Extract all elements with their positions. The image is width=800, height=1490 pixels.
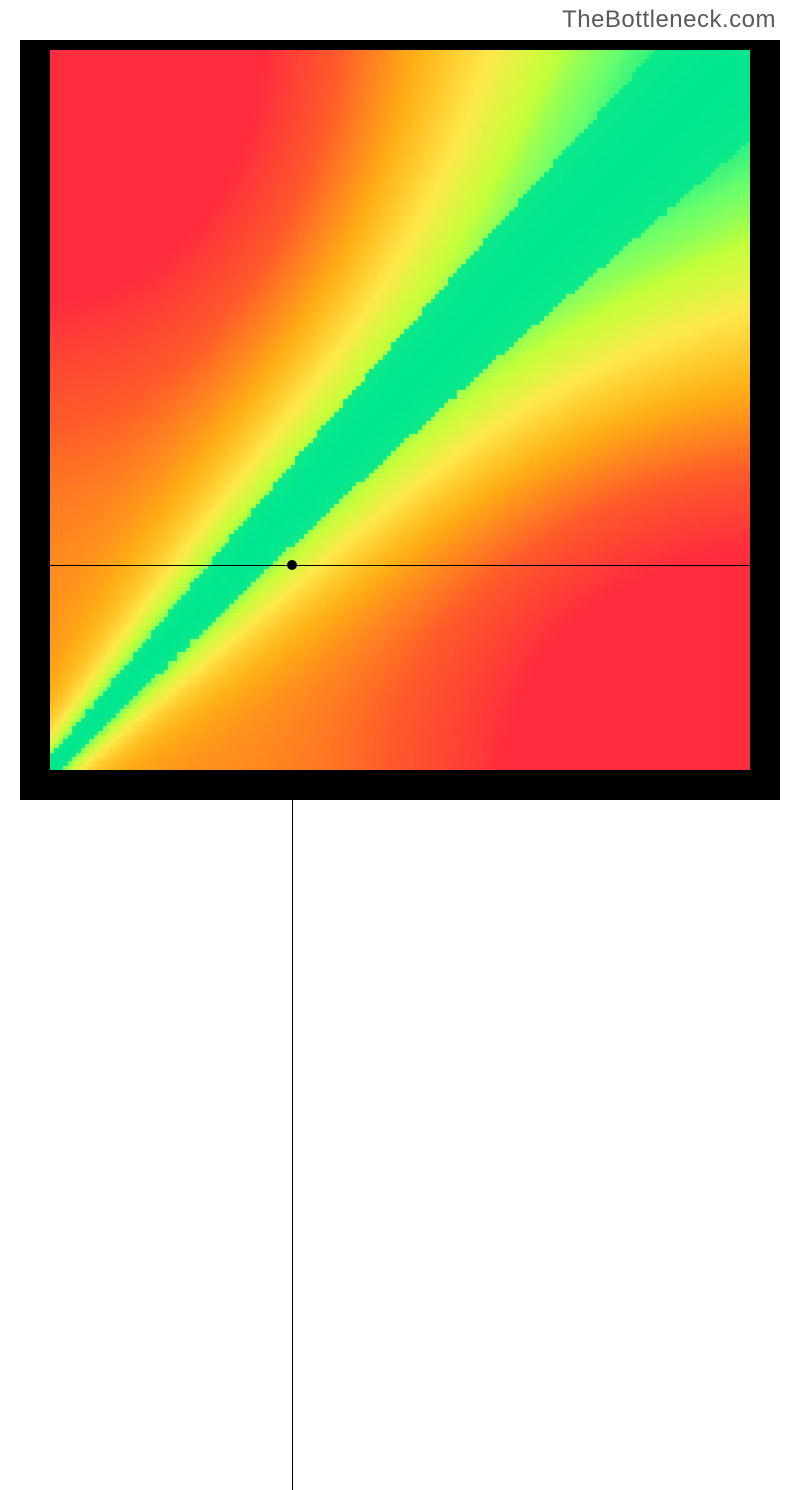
crosshair-horizontal <box>50 565 750 566</box>
chart-frame <box>20 40 780 800</box>
root-container: TheBottleneck.com <box>0 0 800 800</box>
watermark-text: TheBottleneck.com <box>562 6 776 34</box>
crosshair-marker <box>287 560 297 570</box>
heatmap-canvas <box>50 50 750 770</box>
crosshair-vertical <box>292 770 293 1490</box>
heatmap-plot <box>50 50 750 770</box>
